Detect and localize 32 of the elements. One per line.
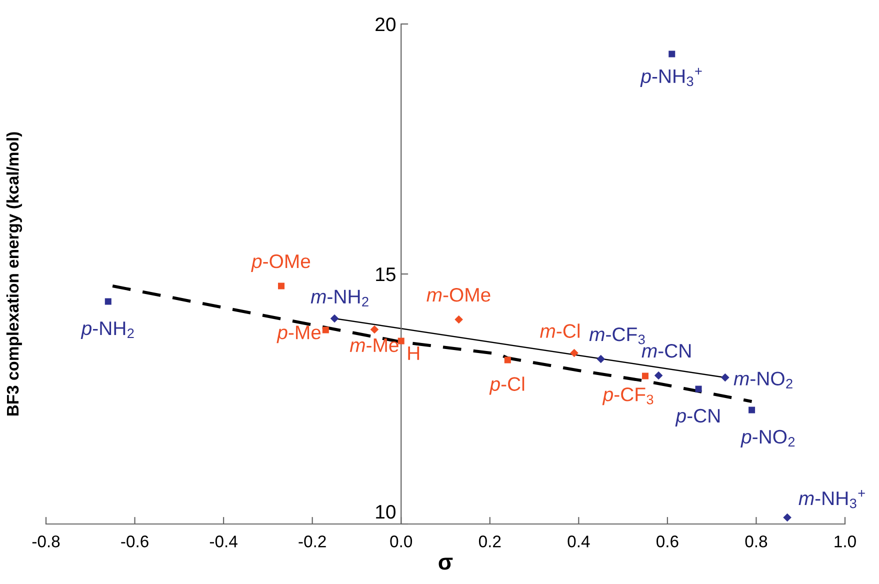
- x-tick-label: 1.0: [834, 536, 856, 548]
- annotation: m-Me: [350, 338, 398, 352]
- x-tick-label: 0.4: [568, 536, 590, 548]
- annotation: m-NH$_{3}$$^{+}$: [798, 490, 865, 508]
- annotation: p-NO$_{2}$: [740, 430, 795, 448]
- x-tick-label: 0.2: [478, 536, 501, 548]
- annotation: p-NH$_{3}$$^{+}$: [640, 68, 702, 87]
- x-tick-label: 0.8: [745, 536, 768, 548]
- annotation: p-CN: [675, 408, 720, 426]
- annotation: p-OMe: [251, 254, 310, 272]
- x-tick-label: -0.8: [32, 536, 60, 548]
- y-tick-label: 15: [376, 268, 396, 282]
- annotation: m-CF$_{3}$: [589, 327, 645, 344]
- x-tick-label: -0.6: [121, 536, 148, 548]
- annotation: m-CN: [642, 344, 691, 358]
- annotation: p-Me: [276, 326, 321, 344]
- annotation: m-NH$_{2}$: [310, 290, 368, 306]
- y-axis-title: BF3 complexation energy (kcal/mol): [6, 132, 22, 416]
- x-tick-label: -0.4: [210, 536, 238, 548]
- y-tick-label: 10: [376, 504, 396, 519]
- x-axis-title: σ: [438, 558, 453, 570]
- x-tick-label: 0.0: [390, 536, 412, 548]
- y-tick-label: 20: [376, 17, 396, 32]
- annotation: m-OMe: [426, 288, 490, 302]
- annotation: H: [408, 346, 420, 360]
- annotation: m-NO$_{2}$: [734, 372, 792, 388]
- x-tick-label: -0.2: [298, 536, 326, 548]
- annotation: m-Cl: [540, 324, 580, 338]
- annotation: p-CF$_{3}$: [602, 388, 654, 406]
- annotation: p-NH$_{2}$: [80, 322, 134, 339]
- annotation: p-Cl: [489, 376, 524, 395]
- x-tick-label: 0.6: [656, 536, 678, 548]
